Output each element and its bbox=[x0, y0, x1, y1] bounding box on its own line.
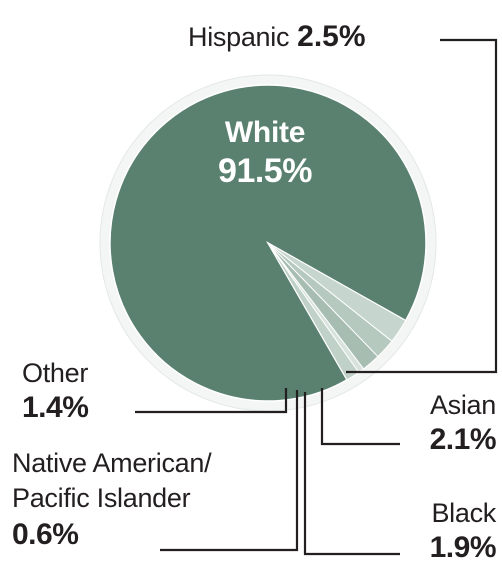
native-slice-value: 0.6% bbox=[12, 518, 79, 551]
native-label-group: Native American/ Pacific Islander 0.6% bbox=[12, 448, 212, 551]
other-label-group: Other 1.4% bbox=[22, 358, 89, 424]
hispanic-leader bbox=[346, 38, 498, 374]
black-leader bbox=[303, 392, 400, 556]
hispanic-label-group: Hispanic 2.5% bbox=[188, 22, 366, 52]
hispanic-slice-name: Hispanic bbox=[188, 22, 290, 52]
asian-slice-value: 2.1% bbox=[429, 423, 497, 456]
asian-label-group: Asian 2.1% bbox=[408, 390, 497, 456]
white-slice-value: 91.5% bbox=[218, 152, 312, 190]
asian-leader bbox=[320, 388, 400, 446]
black-slice-name: Black bbox=[431, 498, 496, 528]
native-slice-name-line2: Pacific Islander bbox=[12, 483, 191, 513]
native-slice-name-line1: Native American/ bbox=[12, 448, 212, 478]
black-slice-value: 1.9% bbox=[429, 531, 497, 564]
other-slice-value: 1.4% bbox=[22, 391, 89, 424]
leader-lines bbox=[135, 38, 498, 556]
hispanic-slice-value: 2.5% bbox=[297, 20, 366, 53]
other-slice-name: Other bbox=[22, 358, 89, 388]
white-slice-name: White bbox=[224, 116, 306, 149]
native-leader bbox=[160, 390, 299, 552]
pie-slices bbox=[109, 84, 427, 402]
black-label-group: Black 1.9% bbox=[408, 498, 497, 564]
other-leader bbox=[135, 388, 288, 414]
white-label-group: White 91.5% bbox=[200, 116, 330, 190]
asian-slice-name: Asian bbox=[429, 390, 496, 420]
